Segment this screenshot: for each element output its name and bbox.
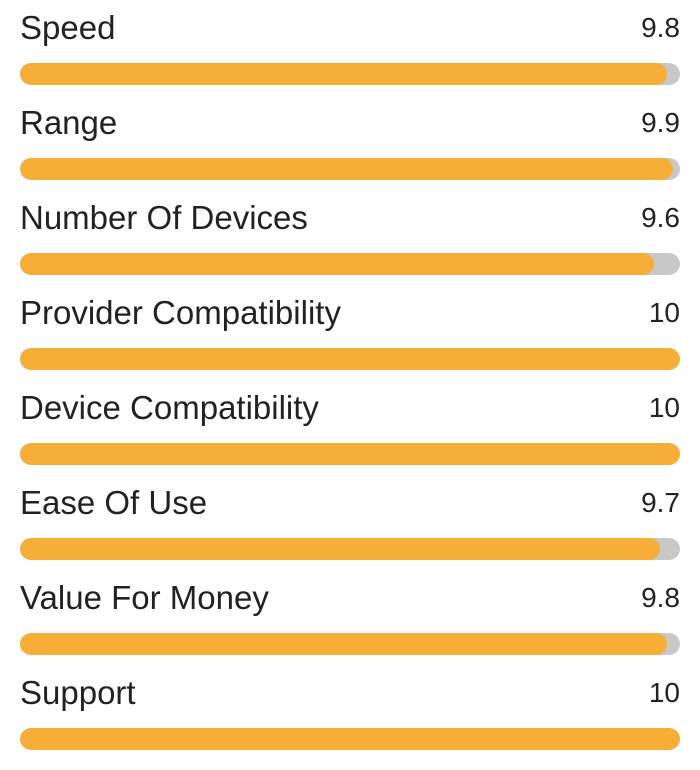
rating-score-speed: 9.8 bbox=[641, 12, 680, 43]
rating-track-provider-compatibility bbox=[20, 348, 680, 370]
rating-row-ease-of-use: Ease Of Use 9.7 bbox=[20, 475, 680, 570]
rating-bar-provider-compatibility bbox=[20, 348, 680, 370]
rating-score-ease-of-use: 9.7 bbox=[641, 487, 680, 518]
rating-bar-speed bbox=[20, 63, 667, 85]
rating-bar-number-of-devices bbox=[20, 253, 654, 275]
rating-score-number-of-devices: 9.6 bbox=[641, 202, 680, 233]
rating-row-number-of-devices: Number Of Devices 9.6 bbox=[20, 190, 680, 285]
rating-label-range: Range bbox=[20, 104, 118, 141]
rating-row-provider-compatibility: Provider Compatibility 10 bbox=[20, 285, 680, 380]
rating-label-number-of-devices: Number Of Devices bbox=[20, 199, 308, 236]
rating-bar-support bbox=[20, 728, 680, 750]
rating-score-device-compatibility: 10 bbox=[648, 392, 680, 423]
rating-label-support: Support bbox=[20, 674, 136, 711]
rating-bar-range bbox=[20, 158, 674, 180]
rating-track-device-compatibility bbox=[20, 443, 680, 465]
rating-track-support bbox=[20, 728, 680, 750]
rating-bar-device-compatibility bbox=[20, 443, 680, 465]
rating-score-support: 10 bbox=[648, 677, 680, 708]
rating-label-ease-of-use: Ease Of Use bbox=[20, 484, 208, 521]
rating-label-value-for-money: Value For Money bbox=[20, 579, 269, 616]
rating-bar-value-for-money bbox=[20, 633, 667, 655]
rating-track-ease-of-use bbox=[20, 538, 680, 560]
rating-track-speed bbox=[20, 63, 680, 85]
rating-label-device-compatibility: Device Compatibility bbox=[20, 389, 319, 426]
rating-label-speed: Speed bbox=[20, 9, 116, 46]
rating-row-speed: Speed 9.8 bbox=[20, 0, 680, 95]
rating-label-provider-compatibility: Provider Compatibility bbox=[20, 294, 341, 331]
rating-score-range: 9.9 bbox=[641, 107, 680, 138]
rating-bar-ease-of-use bbox=[20, 538, 661, 560]
rating-score-provider-compatibility: 10 bbox=[648, 297, 680, 328]
rating-row-range: Range 9.9 bbox=[20, 95, 680, 190]
rating-row-support: Support 10 bbox=[20, 665, 680, 760]
rating-row-device-compatibility: Device Compatibility 10 bbox=[20, 380, 680, 475]
rating-track-value-for-money bbox=[20, 633, 680, 655]
rating-score-value-for-money: 9.8 bbox=[641, 582, 680, 613]
rating-track-number-of-devices bbox=[20, 253, 680, 275]
rating-row-value-for-money: Value For Money 9.8 bbox=[20, 570, 680, 665]
rating-track-range bbox=[20, 158, 680, 180]
